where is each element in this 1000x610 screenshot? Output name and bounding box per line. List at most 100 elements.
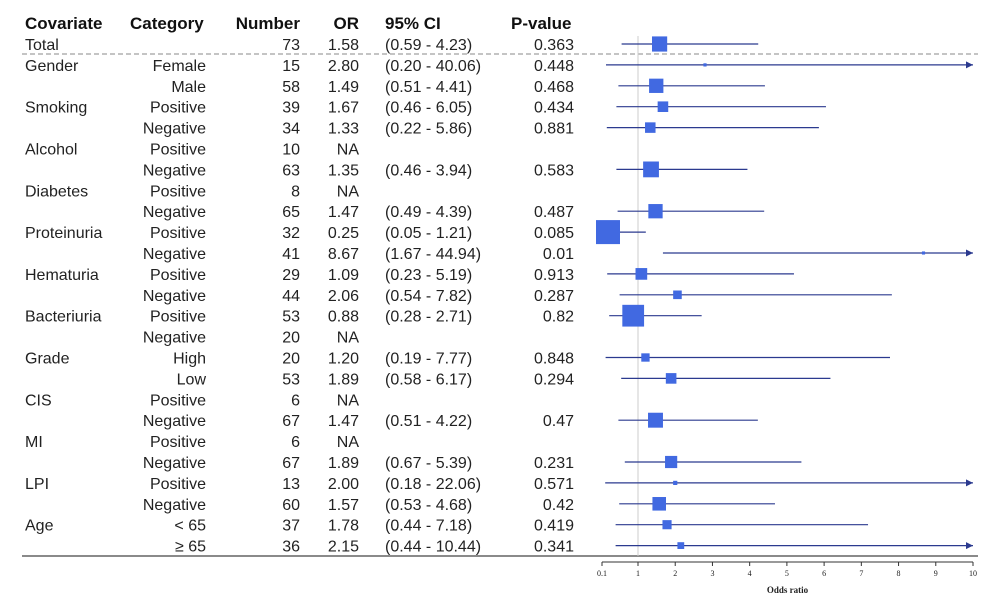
- ci-cell: (0.22 - 5.86): [385, 121, 472, 138]
- p-value-cell: 0.571: [534, 476, 574, 493]
- category-label: Low: [177, 371, 207, 388]
- p-value-cell: 0.881: [534, 121, 574, 138]
- p-value-cell: 0.294: [534, 371, 574, 388]
- category-label: ≥ 65: [175, 539, 206, 556]
- number-cell: 73: [282, 37, 300, 54]
- covariate-label: Proteinuria: [25, 225, 102, 242]
- x-tick-label: 0.1: [597, 569, 607, 578]
- number-cell: 39: [282, 100, 300, 117]
- ci-cell: (0.18 - 22.06): [385, 476, 481, 493]
- category-label: Negative: [143, 413, 206, 430]
- x-tick-label: 6: [822, 569, 826, 578]
- category-label: Positive: [150, 100, 206, 117]
- number-cell: 15: [282, 58, 300, 75]
- or-marker: [641, 353, 650, 362]
- category-label: Negative: [143, 497, 206, 514]
- covariate-label: Gender: [25, 58, 79, 75]
- number-cell: 29: [282, 267, 300, 284]
- x-axis: 0.1 1 2 3 4 5 6 7 8 9 10 Odds ratio: [597, 561, 977, 595]
- category-label: Negative: [143, 204, 206, 221]
- or-marker: [651, 36, 668, 52]
- covariate-label: Bacteriuria: [25, 309, 102, 326]
- number-cell: 63: [282, 162, 300, 179]
- or-marker: [635, 268, 648, 280]
- ci-arrow: [966, 479, 973, 487]
- or-marker: [643, 161, 659, 178]
- category-label: Positive: [150, 309, 206, 326]
- or-cell: 1.35: [328, 162, 359, 179]
- or-cell: NA: [337, 330, 360, 347]
- or-cell: 1.47: [328, 204, 359, 221]
- ci-cell: (0.53 - 4.68): [385, 497, 472, 514]
- or-marker: [648, 412, 663, 428]
- number-cell: 60: [282, 497, 300, 514]
- or-cell: 1.58: [328, 37, 359, 54]
- forest-chart: [596, 36, 973, 556]
- or-marker: [645, 122, 656, 133]
- p-value-cell: 0.448: [534, 58, 574, 75]
- or-cell: 1.20: [328, 351, 359, 368]
- or-marker: [921, 251, 926, 255]
- or-marker: [673, 290, 682, 300]
- ci-cell: (0.44 - 10.44): [385, 539, 481, 556]
- or-cell: 1.33: [328, 121, 359, 138]
- ci-cell: (0.67 - 5.39): [385, 455, 472, 472]
- number-cell: 34: [282, 121, 300, 138]
- or-cell: NA: [337, 142, 360, 159]
- covariate-label: Alcohol: [25, 142, 77, 159]
- ci-cell: (0.51 - 4.22): [385, 413, 472, 430]
- p-value-cell: 0.231: [534, 455, 574, 472]
- header-ci: 95% CI: [385, 14, 441, 33]
- or-cell: 2.80: [328, 58, 359, 75]
- category-label: Positive: [150, 267, 206, 284]
- header-or: OR: [334, 14, 360, 33]
- or-marker: [703, 63, 707, 67]
- header-p-value: P-value: [511, 14, 571, 33]
- or-cell: 1.57: [328, 497, 359, 514]
- number-cell: 36: [282, 539, 300, 556]
- table-body: Total 73 1.58 (0.59 - 4.23) 0.363 Gender Femal…: [22, 37, 978, 557]
- x-tick-label: 3: [710, 569, 714, 578]
- table-header: Covariate Category Number OR 95% CI P-value: [25, 14, 571, 33]
- ci-cell: (0.58 - 6.17): [385, 371, 472, 388]
- or-marker: [662, 520, 672, 530]
- or-cell: 1.47: [328, 413, 359, 430]
- number-cell: 44: [282, 288, 300, 305]
- number-cell: 32: [282, 225, 300, 242]
- covariate-label: Smoking: [25, 100, 87, 117]
- category-label: Negative: [143, 162, 206, 179]
- number-cell: 67: [282, 455, 300, 472]
- or-cell: NA: [337, 434, 360, 451]
- or-marker: [677, 542, 685, 549]
- category-label: Male: [171, 79, 206, 96]
- x-tick-label: 9: [934, 569, 938, 578]
- ci-arrow: [966, 249, 973, 257]
- p-value-cell: 0.487: [534, 204, 574, 221]
- ci-cell: (0.23 - 5.19): [385, 267, 472, 284]
- ci-cell: (0.59 - 4.23): [385, 37, 472, 54]
- or-cell: NA: [337, 392, 360, 409]
- covariate-label: LPI: [25, 476, 49, 493]
- covariate-label: Age: [25, 518, 54, 535]
- ci-cell: (1.67 - 44.94): [385, 246, 481, 263]
- p-value-cell: 0.47: [543, 413, 574, 430]
- category-label: Positive: [150, 476, 206, 493]
- p-value-cell: 0.42: [543, 497, 574, 514]
- x-tick-label: 1: [636, 569, 640, 578]
- category-label: High: [173, 351, 206, 368]
- x-tick-label: 7: [859, 569, 863, 578]
- or-cell: 2.06: [328, 288, 359, 305]
- ci-cell: (0.46 - 3.94): [385, 162, 472, 179]
- p-value-cell: 0.341: [534, 539, 574, 556]
- covariate-label: Diabetes: [25, 183, 88, 200]
- category-label: Positive: [150, 183, 206, 200]
- or-cell: 1.78: [328, 518, 359, 535]
- category-label: Negative: [143, 246, 206, 263]
- ci-cell: (0.54 - 7.82): [385, 288, 472, 305]
- header-category: Category: [130, 14, 204, 33]
- header-covariate: Covariate: [25, 14, 102, 33]
- x-tick-label: 5: [785, 569, 789, 578]
- or-cell: 1.89: [328, 455, 359, 472]
- x-tick-label: 10: [969, 569, 977, 578]
